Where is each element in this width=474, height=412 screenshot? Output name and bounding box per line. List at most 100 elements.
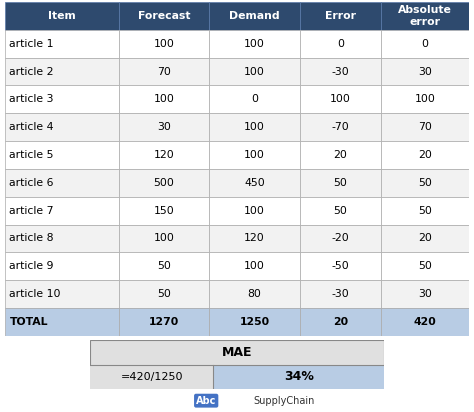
Bar bbox=[381, 30, 469, 58]
Bar bbox=[300, 197, 381, 225]
Text: 0: 0 bbox=[422, 39, 428, 49]
Bar bbox=[300, 85, 381, 113]
Bar bbox=[300, 308, 381, 336]
Bar bbox=[118, 113, 209, 141]
Text: 100: 100 bbox=[154, 234, 174, 243]
Bar bbox=[300, 113, 381, 141]
Bar bbox=[300, 141, 381, 169]
Bar bbox=[118, 85, 209, 113]
Bar bbox=[5, 2, 118, 30]
Text: Forecast: Forecast bbox=[137, 11, 190, 21]
Text: 100: 100 bbox=[244, 261, 265, 271]
Text: 70: 70 bbox=[418, 122, 432, 132]
Text: 20: 20 bbox=[418, 234, 432, 243]
Bar bbox=[209, 252, 300, 280]
Bar bbox=[209, 113, 300, 141]
Text: article 10: article 10 bbox=[9, 289, 61, 299]
Bar bbox=[381, 197, 469, 225]
Bar bbox=[209, 85, 300, 113]
Bar bbox=[300, 252, 381, 280]
Text: 50: 50 bbox=[157, 289, 171, 299]
Text: 100: 100 bbox=[244, 206, 265, 215]
Bar bbox=[118, 225, 209, 252]
Text: 0: 0 bbox=[251, 94, 258, 104]
Bar bbox=[300, 225, 381, 252]
Bar bbox=[381, 85, 469, 113]
Text: article 7: article 7 bbox=[9, 206, 54, 215]
Text: 50: 50 bbox=[333, 178, 347, 188]
Text: 20: 20 bbox=[333, 150, 347, 160]
Bar bbox=[381, 252, 469, 280]
Text: article 4: article 4 bbox=[9, 122, 54, 132]
Text: 100: 100 bbox=[154, 94, 174, 104]
Bar bbox=[118, 252, 209, 280]
Bar bbox=[90, 365, 213, 389]
Bar bbox=[381, 169, 469, 197]
Text: 50: 50 bbox=[418, 178, 432, 188]
Text: MAE: MAE bbox=[222, 346, 252, 359]
Bar bbox=[209, 308, 300, 336]
Text: article 9: article 9 bbox=[9, 261, 54, 271]
Bar bbox=[209, 197, 300, 225]
Bar bbox=[381, 308, 469, 336]
Text: 100: 100 bbox=[415, 94, 436, 104]
Text: -70: -70 bbox=[331, 122, 349, 132]
Text: 420: 420 bbox=[414, 317, 437, 327]
Bar bbox=[381, 58, 469, 86]
Bar bbox=[5, 225, 118, 252]
Text: 0: 0 bbox=[337, 39, 344, 49]
Text: 100: 100 bbox=[154, 39, 174, 49]
Text: -30: -30 bbox=[331, 67, 349, 77]
Text: 500: 500 bbox=[154, 178, 174, 188]
Text: 100: 100 bbox=[244, 67, 265, 77]
Bar bbox=[118, 141, 209, 169]
Bar bbox=[300, 2, 381, 30]
Bar bbox=[5, 30, 118, 58]
Text: 1270: 1270 bbox=[149, 317, 179, 327]
Bar bbox=[381, 280, 469, 308]
Text: 50: 50 bbox=[157, 261, 171, 271]
Text: -50: -50 bbox=[331, 261, 349, 271]
Bar bbox=[209, 30, 300, 58]
Bar bbox=[5, 197, 118, 225]
Text: article 1: article 1 bbox=[9, 39, 54, 49]
Text: article 6: article 6 bbox=[9, 178, 54, 188]
Bar bbox=[118, 280, 209, 308]
Text: 100: 100 bbox=[244, 122, 265, 132]
Bar bbox=[209, 2, 300, 30]
Text: 30: 30 bbox=[418, 67, 432, 77]
Bar bbox=[300, 169, 381, 197]
Text: =420/1250: =420/1250 bbox=[120, 372, 183, 382]
Text: 120: 120 bbox=[154, 150, 174, 160]
Text: 150: 150 bbox=[154, 206, 174, 215]
Bar bbox=[118, 2, 209, 30]
Text: 100: 100 bbox=[330, 94, 351, 104]
Bar bbox=[381, 2, 469, 30]
Bar bbox=[5, 308, 118, 336]
Bar bbox=[118, 197, 209, 225]
Bar bbox=[209, 141, 300, 169]
Text: 120: 120 bbox=[244, 234, 265, 243]
Text: Abc: Abc bbox=[196, 396, 216, 406]
Bar bbox=[209, 225, 300, 252]
Text: 50: 50 bbox=[333, 206, 347, 215]
Bar bbox=[5, 113, 118, 141]
Text: Error: Error bbox=[325, 11, 356, 21]
Text: -20: -20 bbox=[331, 234, 349, 243]
Bar bbox=[5, 280, 118, 308]
Text: 450: 450 bbox=[244, 178, 265, 188]
Bar bbox=[209, 280, 300, 308]
Bar bbox=[213, 365, 384, 389]
Bar bbox=[381, 225, 469, 252]
Text: 20: 20 bbox=[333, 317, 348, 327]
Bar bbox=[5, 58, 118, 86]
Bar bbox=[5, 169, 118, 197]
Bar bbox=[5, 141, 118, 169]
Text: 50: 50 bbox=[418, 206, 432, 215]
Text: 20: 20 bbox=[418, 150, 432, 160]
Bar bbox=[300, 30, 381, 58]
Text: 80: 80 bbox=[247, 289, 261, 299]
Text: -30: -30 bbox=[331, 289, 349, 299]
Bar bbox=[381, 141, 469, 169]
Bar bbox=[300, 280, 381, 308]
